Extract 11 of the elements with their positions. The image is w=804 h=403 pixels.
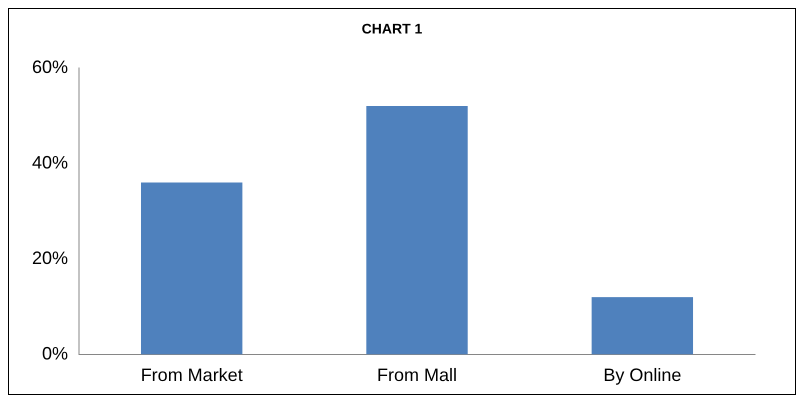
x-tick-label: From Market [140, 365, 243, 386]
y-tick-label: 0% [42, 343, 68, 364]
y-tick-label: 60% [32, 56, 68, 77]
bar [140, 182, 242, 354]
x-tick-label: From Mall [377, 365, 458, 386]
bar [592, 297, 694, 354]
y-tick-label: 40% [32, 152, 68, 172]
bar [366, 106, 468, 354]
chart-title: CHART 1 [362, 20, 423, 36]
y-tick-label: 20% [32, 248, 68, 268]
x-tick-label: By Online [603, 365, 682, 386]
